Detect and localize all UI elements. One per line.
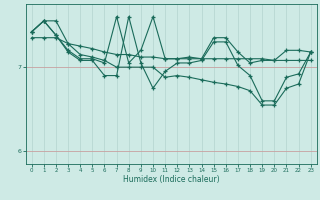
X-axis label: Humidex (Indice chaleur): Humidex (Indice chaleur): [123, 175, 220, 184]
